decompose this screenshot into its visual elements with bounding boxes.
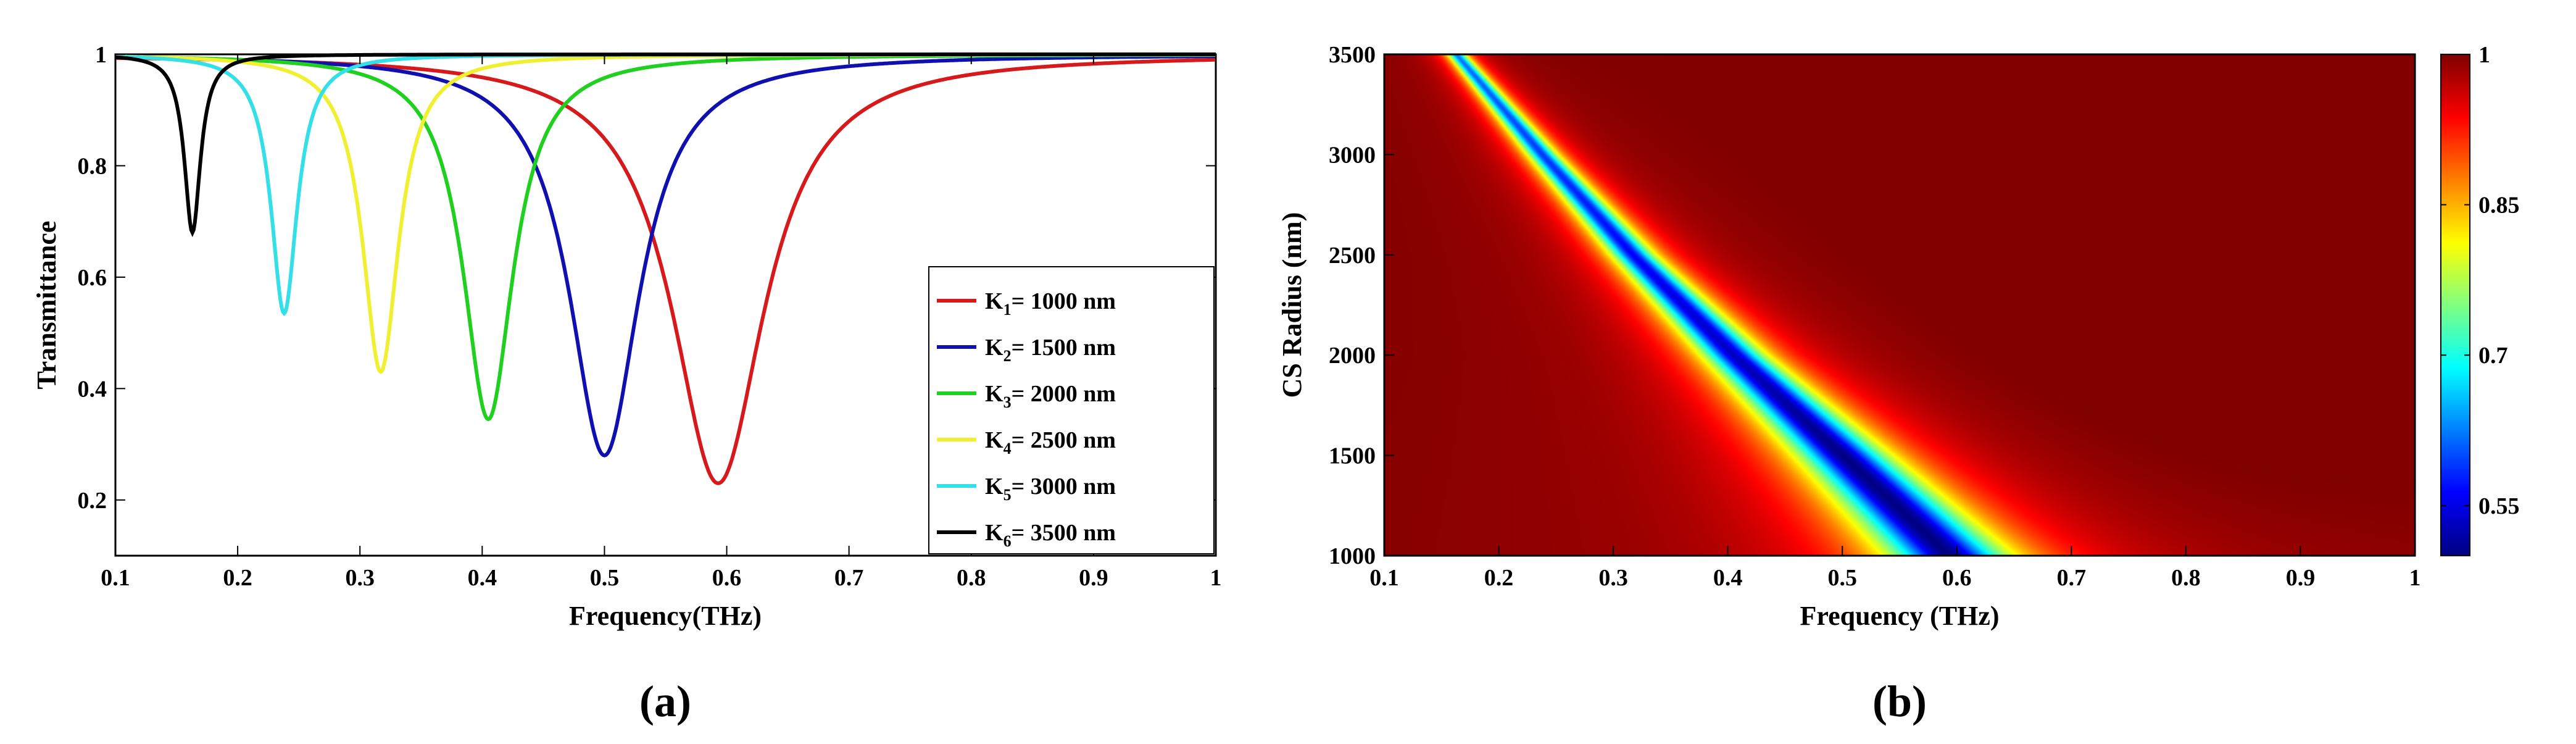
legend-entry-k3: K3= 2000 nm xyxy=(985,381,1116,411)
legend-a: K1= 1000 nm K2= 1500 nm K3= 2000 nm K4= 250… xyxy=(928,266,1215,554)
heatmap-image xyxy=(1384,54,2415,556)
legend-entry-k6: K6= 3500 nm xyxy=(985,520,1116,550)
x-tick-label-b: 0.2 xyxy=(1484,565,1514,591)
colorbar-frame xyxy=(2440,54,2470,556)
axis-ticks-b: 0.1 0.2 0.3 0.4 0.5 0.6 0.7 0.8 0.9 1 1000 1500 2000… xyxy=(1329,42,2421,591)
x-tick-label-a: 0.6 xyxy=(712,565,742,591)
colorbar-tick-label: 0.7 xyxy=(2478,343,2508,369)
x-tick-label-a: 0.5 xyxy=(590,565,620,591)
x-tick-label-a: 0.4 xyxy=(468,565,497,591)
colorbar-tick-label: 1 xyxy=(2478,42,2490,68)
panel-label-a: (a) xyxy=(639,677,691,726)
y-tick-label-a: 0.4 xyxy=(78,376,107,402)
x-tick-label-b: 1 xyxy=(2409,565,2421,591)
series-line-k6 xyxy=(115,52,1216,237)
x-tick-label-a: 0.7 xyxy=(834,565,864,591)
x-tick-label-b: 0.1 xyxy=(1369,565,1399,591)
y-tick-label-b: 1500 xyxy=(1329,443,1376,469)
x-tick-label-a: 0.2 xyxy=(223,565,252,591)
y-tick-label-b: 1000 xyxy=(1329,543,1376,569)
panel-label-b: (b) xyxy=(1872,677,1927,726)
x-tick-label-b: 0.3 xyxy=(1598,565,1628,591)
y-tick-label-b: 3500 xyxy=(1329,42,1376,68)
y-tick-label-b: 3000 xyxy=(1329,142,1376,168)
x-tick-label-b: 0.7 xyxy=(2057,565,2087,591)
legend-entry-k5: K5= 3000 nm xyxy=(985,474,1116,504)
x-tick-label-a: 1 xyxy=(1210,565,1222,591)
x-tick-label-b: 0.5 xyxy=(1827,565,1857,591)
y-axis-label-a: Transmittance xyxy=(31,221,62,390)
x-axis-label-b: Frequency (THz) xyxy=(1800,601,1999,631)
heatmap-panel-b: 0.1 0.2 0.3 0.4 0.5 0.6 0.7 0.8 0.9 1 1000 1500 2000… xyxy=(1277,42,2520,726)
y-tick-label-b: 2000 xyxy=(1329,343,1376,369)
y-tick-label-a: 0.2 xyxy=(78,488,107,514)
colorbar-ticks: 0.55 0.7 0.85 1 xyxy=(2441,42,2520,519)
x-tick-label-b: 0.4 xyxy=(1713,565,1743,591)
legend-entry-k4: K4= 2500 nm xyxy=(985,427,1116,458)
x-tick-label-a: 0.8 xyxy=(957,565,986,591)
y-tick-label-a: 1 xyxy=(95,42,107,68)
axis-ticks-a: 0.1 0.2 0.3 0.4 0.5 0.6 0.7 0.8 0.9 1 0.2 0.4 0.6 0.8… xyxy=(78,42,1222,591)
x-axis-label-a: Frequency(THz) xyxy=(569,601,762,631)
x-tick-label-b: 0.9 xyxy=(2286,565,2316,591)
x-tick-label-b: 0.6 xyxy=(1942,565,1972,591)
y-tick-label-a: 0.6 xyxy=(78,265,107,291)
x-tick-label-a: 0.9 xyxy=(1079,565,1108,591)
x-tick-label-a: 0.3 xyxy=(345,565,375,591)
plot-area-b xyxy=(1383,53,2416,557)
legend-box xyxy=(928,266,1215,554)
y-axis-label-b: CS Radius (nm) xyxy=(1277,212,1307,398)
x-tick-label-b: 0.8 xyxy=(2171,565,2201,591)
y-tick-label-a: 0.8 xyxy=(78,153,107,179)
legend-entry-k2: K2= 1500 nm xyxy=(985,335,1116,365)
x-tick-label-a: 0.1 xyxy=(101,565,130,591)
colorbar-tick-label: 0.55 xyxy=(2478,493,2520,519)
colorbar-tick-label: 0.85 xyxy=(2478,193,2520,219)
legend-entry-k1: K1= 1000 nm xyxy=(985,288,1116,319)
colorbar-image xyxy=(2441,54,2470,556)
y-tick-label-b: 2500 xyxy=(1329,243,1376,269)
series-lines-a xyxy=(115,52,1216,485)
